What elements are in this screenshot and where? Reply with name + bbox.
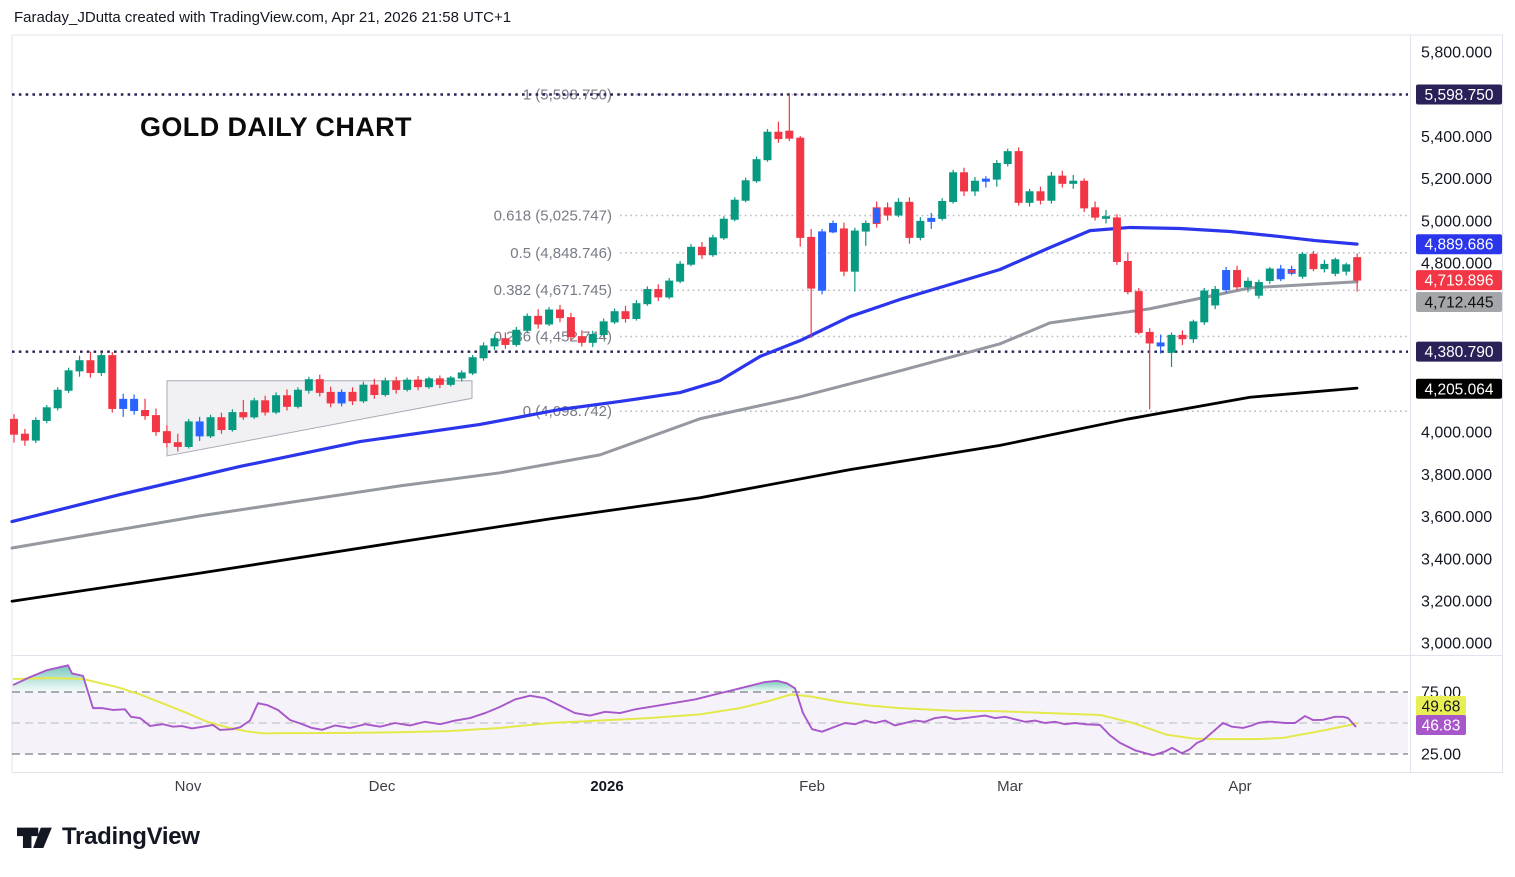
fib-label: 0.382 (4,671.745) (494, 282, 612, 299)
attribution-text: Faraday_JDutta created with TradingView.… (14, 9, 512, 26)
price-badge-label: 4,380.790 (1425, 344, 1494, 361)
time-axis-label: Apr (1228, 778, 1251, 795)
chart-title: GOLD DAILY CHART (140, 112, 412, 142)
fib-label: 0.5 (4,848.746) (510, 245, 612, 262)
ma-slow-black-line[interactable] (10, 386, 1359, 603)
rsi-badge (1416, 715, 1466, 735)
price-axis-label: 3,400.000 (1421, 551, 1492, 568)
time-axis-label: Feb (799, 778, 825, 795)
rsi-ma-line (12, 676, 1358, 741)
price-axis-label: 3,200.000 (1421, 593, 1492, 610)
rsi-indicator[interactable] (12, 664, 1358, 757)
fib-label: 0 (4,098.742) (523, 403, 612, 420)
time-axis-label: 2026 (590, 778, 623, 795)
fibonacci-retracement[interactable]: 1 (5,598.750) 0.618 (5,025.747) 0.5 (4,848… (494, 86, 1408, 420)
price-axis-label: 5,200.000 (1421, 171, 1492, 188)
price-axis-label: 4,000.000 (1421, 425, 1492, 442)
time-axis-label: Nov (175, 778, 202, 795)
price-axis-label: 5,000.000 (1421, 213, 1492, 230)
price-axis-label: 3,000.000 (1421, 636, 1492, 653)
price-axis[interactable]: 5,800.000 5,400.000 5,200.000 5,000.000 4,80… (1416, 45, 1502, 764)
price-badge-label: 4,719.896 (1425, 273, 1494, 290)
time-axis-label: Dec (369, 778, 396, 795)
price-axis-label: 4,800.000 (1421, 256, 1492, 273)
price-badge (1416, 341, 1502, 362)
price-badge-label: 4,712.445 (1425, 295, 1494, 312)
gold-daily-chart[interactable]: 1 (5,598.750) 0.618 (5,025.747) 0.5 (4,848… (0, 0, 1515, 810)
price-axis-label: 5,800.000 (1421, 45, 1492, 62)
tradingview-logo-text[interactable]: TradingView (62, 823, 200, 850)
rsi-badge-label: 49.68 (1422, 699, 1461, 716)
time-axis-label: Mar (997, 778, 1023, 795)
ma-fast-blue-line[interactable] (10, 225, 1359, 524)
price-badge (1416, 234, 1502, 255)
price-badge (1416, 378, 1502, 399)
fib-label: 1 (5,598.750) (523, 86, 612, 103)
price-badge (1416, 270, 1502, 291)
price-badge (1416, 292, 1502, 312)
rsi-line (12, 664, 1357, 757)
price-axis-label: 5,400.000 (1421, 129, 1492, 146)
price-axis-label: 3,800.000 (1421, 467, 1492, 484)
time-axis[interactable]: Nov Dec 2026 Feb Mar Apr (175, 778, 1252, 795)
candlestick-series[interactable] (10, 94, 1362, 452)
rsi-axis-label: 25.00 (1421, 747, 1461, 764)
fib-label: 0.618 (5,025.747) (494, 207, 612, 224)
pane-separators (11, 34, 1503, 773)
rsi-band (12, 691, 1408, 755)
tradingview-logo: TradingView (15, 820, 200, 854)
price-badge-label: 4,889.686 (1425, 237, 1494, 254)
price-badge (1416, 84, 1502, 105)
price-axis-label: 3,600.000 (1421, 509, 1492, 526)
price-badge-label: 4,205.064 (1425, 381, 1494, 398)
tradingview-logo-icon[interactable] (15, 820, 53, 854)
rsi-badge-label: 46.83 (1422, 718, 1461, 735)
rsi-badge (1416, 696, 1466, 716)
rsi-overbought-fill (725, 680, 797, 692)
price-badge-label: 5,598.750 (1425, 87, 1494, 104)
ma-mid-gray-line[interactable] (10, 280, 1359, 550)
